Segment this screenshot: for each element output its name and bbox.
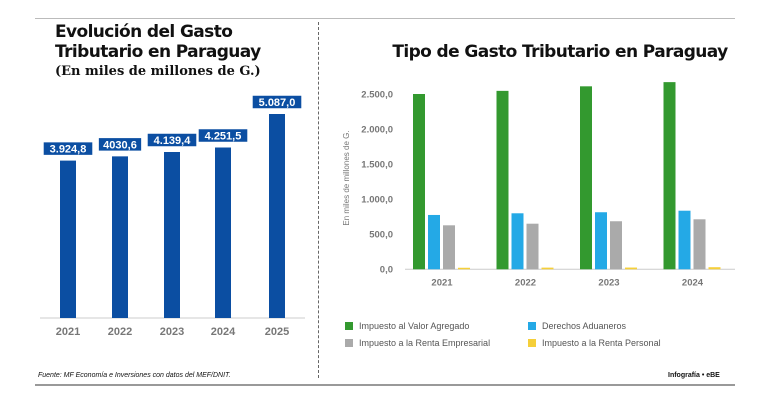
x-tick-2023: 2023	[598, 277, 619, 288]
data-label-2022: 4030,6	[103, 139, 137, 151]
bar-2024	[215, 147, 231, 318]
bar-2021-series-2	[443, 225, 455, 270]
bar-2021	[60, 160, 76, 318]
bar-2024-series-3	[708, 267, 721, 270]
bar-2022-series-1	[511, 213, 524, 270]
y-tick-2: 1.000,0	[361, 194, 393, 205]
bar-2023-series-0	[580, 86, 592, 270]
legend-label: Impuesto a la Renta Personal	[542, 338, 661, 348]
bottom-rule	[35, 384, 735, 386]
credit: Infografía • eBE	[668, 372, 720, 379]
bar-2021-series-3	[458, 267, 470, 270]
bar-2023-series-3	[625, 267, 637, 270]
bar-2024-series-2	[693, 219, 706, 270]
bar-2025	[269, 114, 285, 318]
x-tick-2023: 2023	[160, 326, 184, 338]
y-axis-label: En miles de millones de G.	[342, 130, 351, 225]
x-tick-2024: 2024	[682, 277, 704, 288]
bar-2024-series-1	[678, 210, 691, 270]
legend-swatch	[528, 322, 536, 330]
bar-2024-series-0	[663, 82, 676, 270]
x-tick-2021: 2021	[431, 277, 453, 288]
data-label-bg-2025	[251, 94, 303, 110]
dashed-divider	[318, 22, 319, 378]
bar-2023-series-2	[610, 221, 622, 270]
x-tick-2024: 2024	[211, 326, 236, 338]
x-tick-2021: 2021	[56, 326, 80, 338]
y-tick-4: 2.000,0	[361, 125, 393, 136]
right-chart-title: Tipo de Gasto Tributario en Paraguay	[392, 42, 728, 62]
y-tick-5: 2.500,0	[361, 90, 393, 101]
legend-swatch	[345, 339, 353, 347]
legend-item: Impuesto a la Renta Empresarial	[345, 338, 490, 348]
bar-2022-series-0	[496, 90, 509, 270]
data-label-bg-2022	[97, 136, 143, 153]
bar-2022	[112, 156, 128, 318]
data-label-bg-2021	[42, 140, 94, 157]
legend-label: Derechos Aduaneros	[542, 321, 627, 331]
bar-2021-series-1	[428, 214, 440, 270]
legend-swatch	[528, 339, 536, 347]
data-label-2024: 4.251,5	[205, 131, 242, 143]
legend-label: Impuesto a la Renta Empresarial	[359, 338, 491, 348]
y-tick-0: 0,0	[380, 264, 393, 275]
x-tick-2025: 2025	[265, 326, 289, 338]
source-note: Fuente: MF Economía e Inversiones con da…	[38, 372, 231, 379]
data-label-bg-2023	[146, 132, 198, 148]
legend-swatch	[345, 322, 353, 330]
bar-2021-series-0	[413, 94, 425, 270]
x-tick-2022: 2022	[108, 326, 132, 338]
title-line-1: Evolución del Gasto	[55, 22, 233, 42]
left-chart-title: Evolución del Gasto Tributario en Paragu…	[55, 22, 261, 62]
y-tick-3: 1.500,0	[361, 160, 393, 171]
y-tick-1: 500,0	[369, 229, 393, 240]
left-chart-subtitle: (En miles de millones de G.)	[55, 64, 261, 79]
x-tick-2022: 2022	[515, 277, 536, 288]
legend-label: Impuesto al Valor Agregado	[359, 321, 470, 331]
title-line-2: Tributario en Paraguay	[55, 42, 261, 62]
data-label-2023: 4.139,4	[154, 135, 192, 147]
bar-2023-series-1	[595, 212, 607, 270]
data-label-2021: 3.924,8	[50, 144, 87, 156]
data-label-2025: 5.087,0	[259, 97, 296, 109]
legend-item: Impuesto al Valor Agregado	[345, 321, 469, 331]
top-rule	[35, 18, 735, 19]
bar-2023	[164, 152, 180, 318]
bar-2022-series-3	[541, 267, 554, 270]
legend-item: Derechos Aduaneros	[528, 321, 626, 331]
data-label-bg-2024	[197, 127, 249, 144]
bar-2022-series-2	[526, 223, 539, 270]
legend-item: Impuesto a la Renta Personal	[528, 338, 661, 348]
